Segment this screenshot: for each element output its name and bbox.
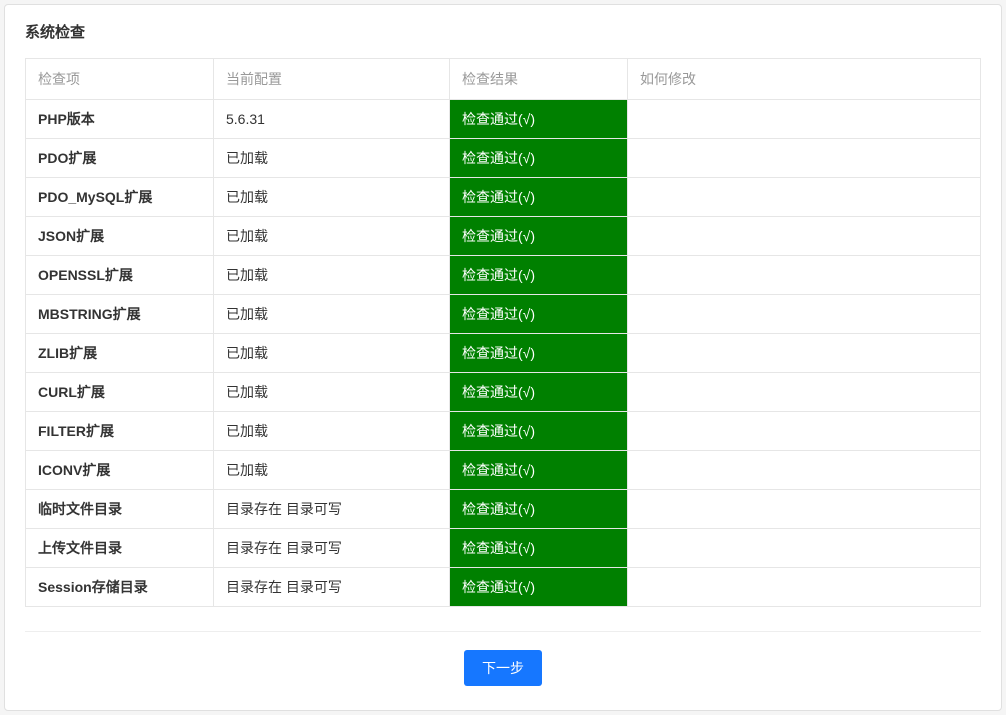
check-item-name: CURL扩展 — [26, 373, 214, 412]
table-row: 上传文件目录目录存在 目录可写检查通过(√) — [26, 529, 981, 568]
next-step-button[interactable]: 下一步 — [464, 650, 542, 686]
check-result-pass: 检查通过(√) — [450, 412, 627, 450]
how-to-fix-value — [628, 373, 981, 412]
table-row: 临时文件目录目录存在 目录可写检查通过(√) — [26, 490, 981, 529]
table-row: ICONV扩展已加载检查通过(√) — [26, 451, 981, 490]
check-result-pass: 检查通过(√) — [450, 100, 627, 138]
table-row: PDO扩展已加载检查通过(√) — [26, 139, 981, 178]
check-result-cell: 检查通过(√) — [450, 100, 628, 139]
panel-title: 系统检查 — [5, 5, 1001, 58]
how-to-fix-value — [628, 178, 981, 217]
check-result-cell: 检查通过(√) — [450, 256, 628, 295]
table-body: PHP版本5.6.31检查通过(√)PDO扩展已加载检查通过(√)PDO_MyS… — [26, 100, 981, 607]
how-to-fix-value — [628, 100, 981, 139]
current-config-value: 已加载 — [214, 412, 450, 451]
system-check-panel: 系统检查 检查项 当前配置 检查结果 如何修改 PHP版本5.6.31检查通过(… — [4, 4, 1002, 711]
check-item-name: MBSTRING扩展 — [26, 295, 214, 334]
check-result-pass: 检查通过(√) — [450, 139, 627, 177]
panel-body: 检查项 当前配置 检查结果 如何修改 PHP版本5.6.31检查通过(√)PDO… — [5, 58, 1001, 710]
check-item-name: PDO_MySQL扩展 — [26, 178, 214, 217]
current-config-value: 目录存在 目录可写 — [214, 490, 450, 529]
check-result-cell: 检查通过(√) — [450, 334, 628, 373]
check-item-name: PDO扩展 — [26, 139, 214, 178]
button-row: 下一步 — [25, 650, 981, 690]
header-check-result: 检查结果 — [450, 59, 628, 100]
check-item-name: 上传文件目录 — [26, 529, 214, 568]
check-item-name: Session存储目录 — [26, 568, 214, 607]
check-result-pass: 检查通过(√) — [450, 529, 627, 567]
current-config-value: 已加载 — [214, 217, 450, 256]
header-check-item: 检查项 — [26, 59, 214, 100]
how-to-fix-value — [628, 490, 981, 529]
check-result-pass: 检查通过(√) — [450, 373, 627, 411]
how-to-fix-value — [628, 334, 981, 373]
check-item-name: OPENSSL扩展 — [26, 256, 214, 295]
how-to-fix-value — [628, 568, 981, 607]
current-config-value: 已加载 — [214, 139, 450, 178]
header-current-config: 当前配置 — [214, 59, 450, 100]
check-result-cell: 检查通过(√) — [450, 490, 628, 529]
how-to-fix-value — [628, 295, 981, 334]
check-item-name: 临时文件目录 — [26, 490, 214, 529]
check-item-name: ZLIB扩展 — [26, 334, 214, 373]
current-config-value: 目录存在 目录可写 — [214, 529, 450, 568]
check-result-cell: 检查通过(√) — [450, 373, 628, 412]
check-result-pass: 检查通过(√) — [450, 451, 627, 489]
table-header-row: 检查项 当前配置 检查结果 如何修改 — [26, 59, 981, 100]
table-row: ZLIB扩展已加载检查通过(√) — [26, 334, 981, 373]
table-row: Session存储目录目录存在 目录可写检查通过(√) — [26, 568, 981, 607]
check-result-pass: 检查通过(√) — [450, 568, 627, 606]
current-config-value: 5.6.31 — [214, 100, 450, 139]
table-row: FILTER扩展已加载检查通过(√) — [26, 412, 981, 451]
check-item-name: PHP版本 — [26, 100, 214, 139]
how-to-fix-value — [628, 412, 981, 451]
how-to-fix-value — [628, 529, 981, 568]
check-result-pass: 检查通过(√) — [450, 256, 627, 294]
how-to-fix-value — [628, 139, 981, 178]
current-config-value: 已加载 — [214, 373, 450, 412]
check-item-name: FILTER扩展 — [26, 412, 214, 451]
table-row: MBSTRING扩展已加载检查通过(√) — [26, 295, 981, 334]
current-config-value: 目录存在 目录可写 — [214, 568, 450, 607]
check-result-cell: 检查通过(√) — [450, 412, 628, 451]
check-result-cell: 检查通过(√) — [450, 178, 628, 217]
current-config-value: 已加载 — [214, 256, 450, 295]
check-result-cell: 检查通过(√) — [450, 529, 628, 568]
table-row: OPENSSL扩展已加载检查通过(√) — [26, 256, 981, 295]
check-result-pass: 检查通过(√) — [450, 217, 627, 255]
check-item-name: ICONV扩展 — [26, 451, 214, 490]
divider — [25, 631, 981, 632]
current-config-value: 已加载 — [214, 295, 450, 334]
check-result-pass: 检查通过(√) — [450, 295, 627, 333]
check-result-cell: 检查通过(√) — [450, 451, 628, 490]
check-result-pass: 检查通过(√) — [450, 334, 627, 372]
check-result-cell: 检查通过(√) — [450, 217, 628, 256]
table-row: PDO_MySQL扩展已加载检查通过(√) — [26, 178, 981, 217]
current-config-value: 已加载 — [214, 178, 450, 217]
check-item-name: JSON扩展 — [26, 217, 214, 256]
check-result-cell: 检查通过(√) — [450, 568, 628, 607]
system-check-table: 检查项 当前配置 检查结果 如何修改 PHP版本5.6.31检查通过(√)PDO… — [25, 58, 981, 607]
how-to-fix-value — [628, 256, 981, 295]
how-to-fix-value — [628, 451, 981, 490]
how-to-fix-value — [628, 217, 981, 256]
current-config-value: 已加载 — [214, 451, 450, 490]
header-how-to-fix: 如何修改 — [628, 59, 981, 100]
table-row: PHP版本5.6.31检查通过(√) — [26, 100, 981, 139]
table-row: CURL扩展已加载检查通过(√) — [26, 373, 981, 412]
check-result-cell: 检查通过(√) — [450, 295, 628, 334]
current-config-value: 已加载 — [214, 334, 450, 373]
check-result-pass: 检查通过(√) — [450, 490, 627, 528]
check-result-cell: 检查通过(√) — [450, 139, 628, 178]
table-row: JSON扩展已加载检查通过(√) — [26, 217, 981, 256]
check-result-pass: 检查通过(√) — [450, 178, 627, 216]
